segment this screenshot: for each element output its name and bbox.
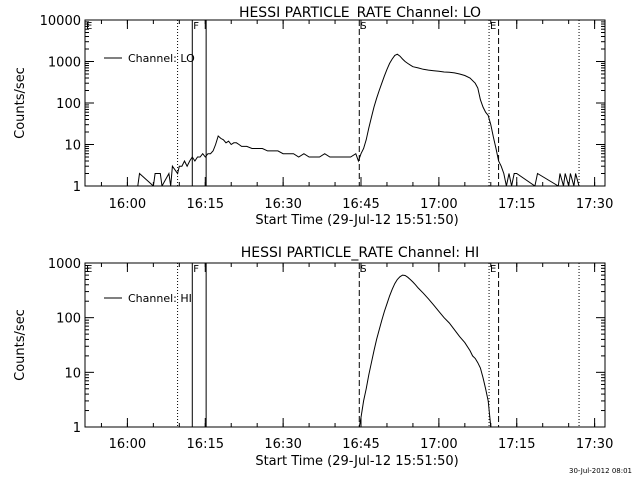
x-tick-label: 16:00 — [109, 437, 146, 452]
y-tick-label: 100 — [56, 312, 81, 327]
x-axis-label: Start Time (29-Jul-12 15:51:50) — [255, 454, 458, 469]
y-tick-label: 10000 — [40, 14, 81, 29]
footer-timestamp: 30-Jul-2012 08:01 — [569, 467, 632, 475]
x-tick-label: 16:30 — [264, 197, 301, 212]
y-tick-label: 1 — [73, 421, 81, 436]
x-tick-label: 17:30 — [576, 437, 613, 452]
y-tick-label: 100 — [56, 97, 81, 112]
y-axis-label: Counts/sec — [13, 67, 28, 139]
data-series-line — [137, 53, 580, 186]
y-tick-label: 1 — [73, 180, 81, 195]
legend-label: Channel: LO — [128, 52, 195, 65]
x-tick-label: 16:45 — [342, 437, 379, 452]
event-marker-label: E — [86, 264, 92, 275]
event-marker-label: E — [490, 264, 496, 275]
x-tick-label: 17:30 — [576, 197, 613, 212]
event-marker-label: E — [490, 21, 496, 32]
event-marker-label: E — [86, 21, 92, 32]
event-marker-label: S — [360, 264, 366, 275]
x-axis-label: Start Time (29-Jul-12 15:51:50) — [255, 213, 458, 228]
y-tick-label: 1000 — [48, 56, 81, 71]
y-tick-label: 10 — [64, 366, 81, 381]
chart-title: HESSI PARTICLE_RATE Channel: HI — [241, 245, 479, 261]
event-marker-label: F — [193, 21, 199, 32]
data-series-line — [358, 274, 492, 427]
x-tick-label: 16:15 — [187, 437, 224, 452]
chart-title: HESSI PARTICLE_RATE Channel: LO — [239, 5, 481, 21]
plot-frame — [84, 262, 606, 428]
y-tick-label: 1000 — [48, 257, 81, 272]
x-tick-label: 17:15 — [498, 197, 535, 212]
x-tick-label: 17:00 — [420, 197, 457, 212]
x-tick-label: 16:45 — [342, 197, 379, 212]
event-marker-label: F — [193, 264, 199, 275]
x-tick-label: 17:00 — [420, 437, 457, 452]
channel-hi-panel: HESSI PARTICLE_RATE Channel: HI 1 10 100 100… — [13, 245, 613, 469]
event-marker-label: S — [360, 21, 366, 32]
plot-frame — [84, 19, 606, 187]
x-tick-label: 16:30 — [264, 437, 301, 452]
channel-lo-panel: HESSI PARTICLE_RATE Channel: LO 1 10 100 100… — [13, 5, 613, 228]
x-tick-label: 16:15 — [187, 197, 224, 212]
x-tick-label: 17:15 — [498, 437, 535, 452]
y-tick-label: 10 — [64, 139, 81, 154]
legend-label: Channel: HI — [128, 292, 192, 305]
y-axis-label: Counts/sec — [13, 309, 28, 381]
x-tick-label: 16:00 — [109, 197, 146, 212]
